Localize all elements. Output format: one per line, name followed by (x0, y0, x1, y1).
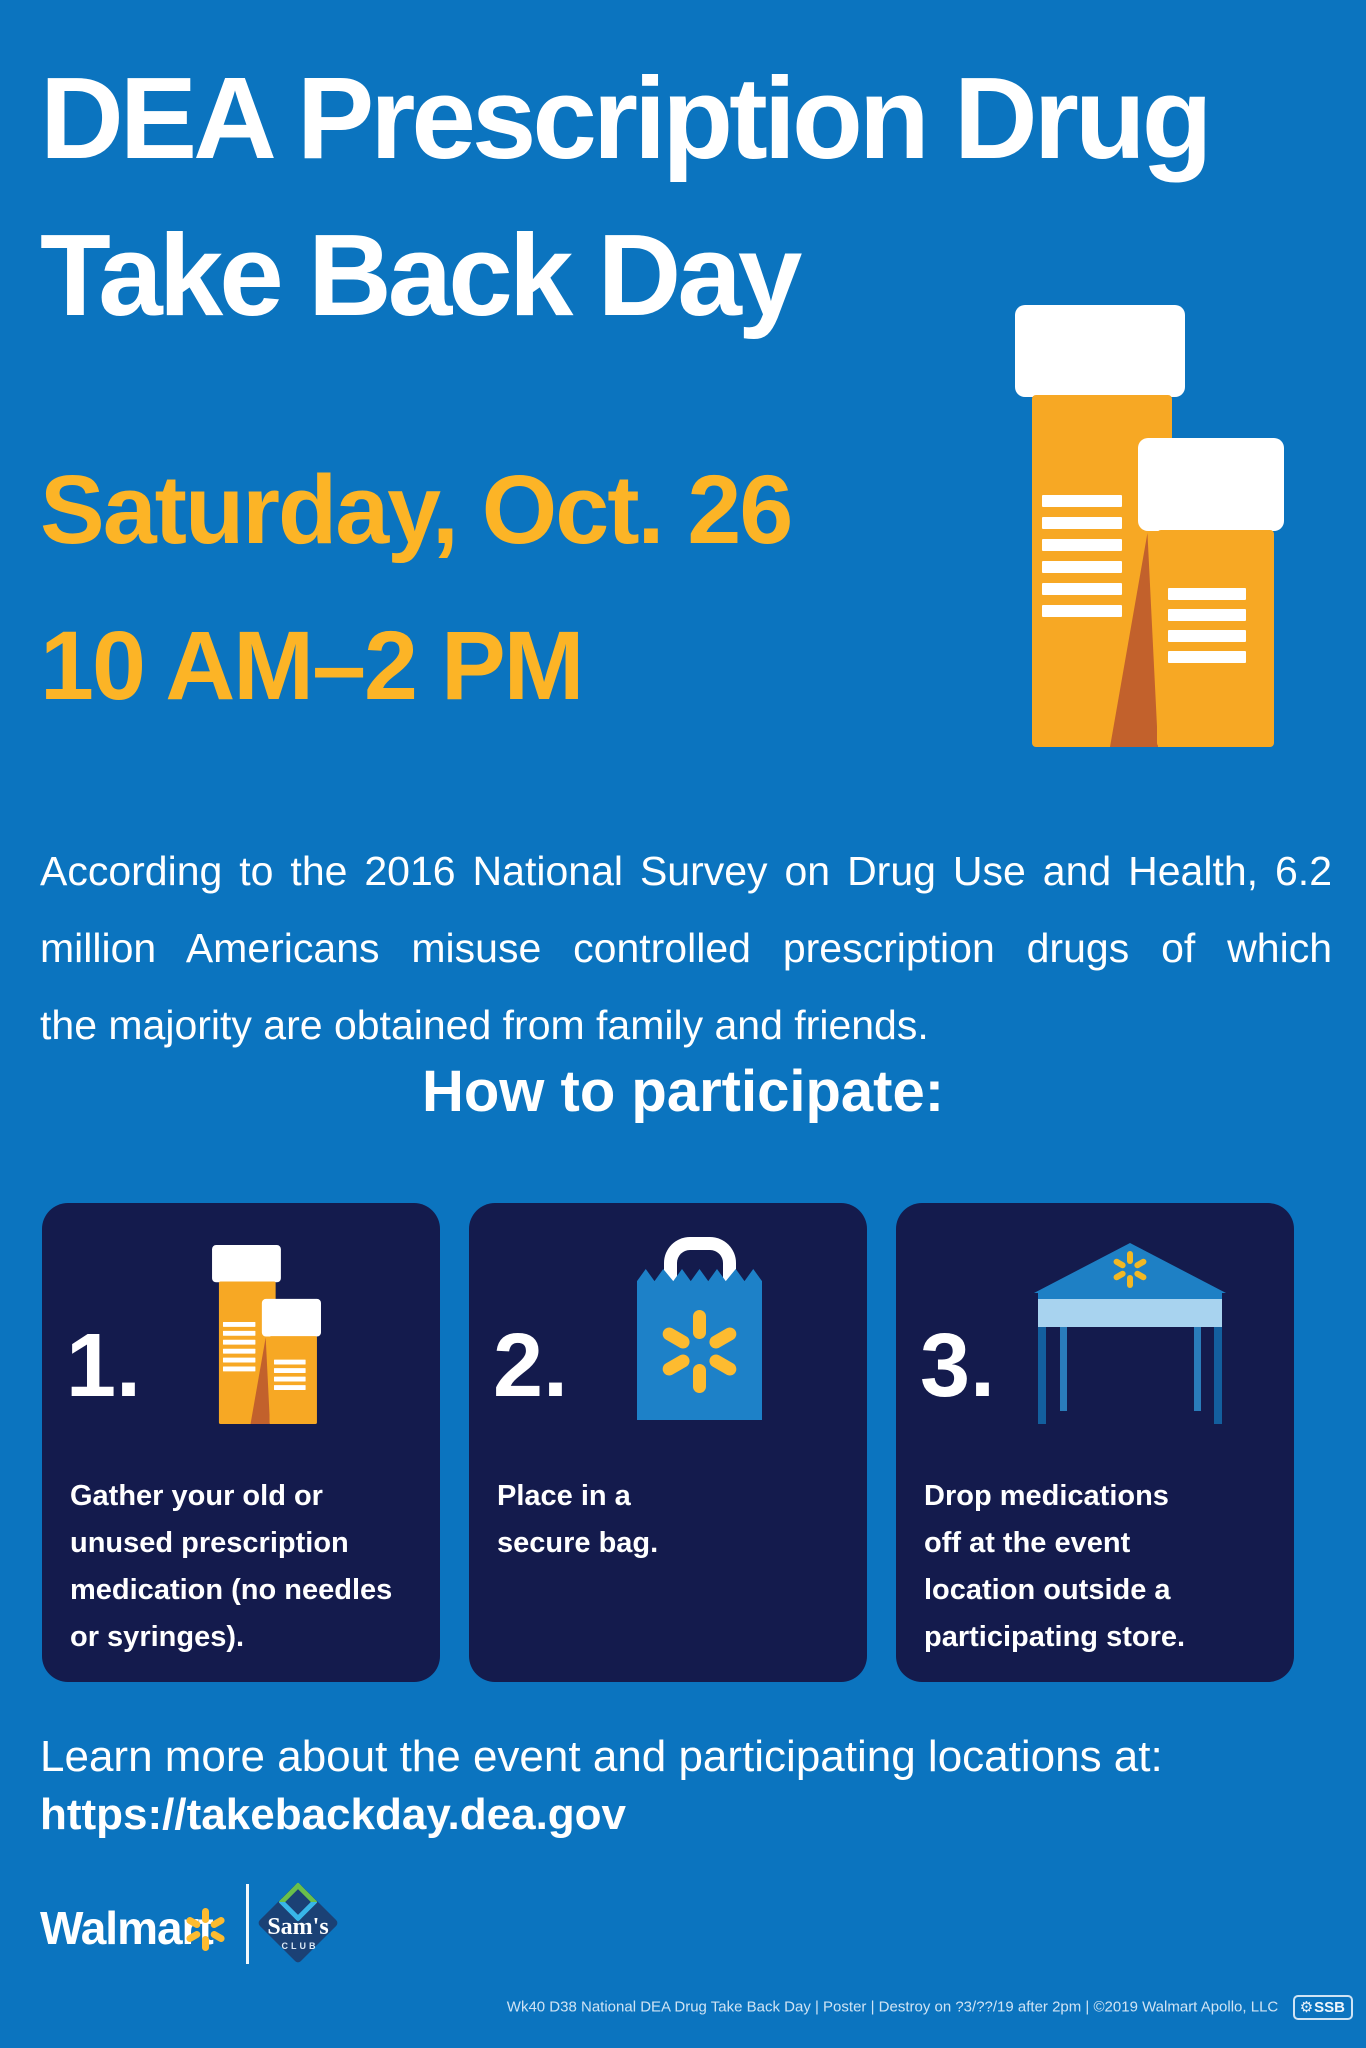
intro-paragraph: According to the 2016 National Survey on… (40, 833, 1332, 1064)
event-tent-icon (1034, 1243, 1226, 1425)
title-line-1: DEA Prescription Drug (40, 53, 1213, 183)
gear-icon: ⚙ (1299, 1999, 1314, 2016)
tent-leg (1038, 1327, 1046, 1424)
footer: Wk40 D38 National DEA Drug Take Back Day… (0, 1995, 1353, 2020)
page-title: DEA Prescription Drug Take Back Day (40, 40, 1213, 354)
tent-leg (1214, 1327, 1222, 1424)
event-time: 10 AM–2 PM (40, 611, 584, 720)
walmart-spark-icon (658, 1309, 742, 1393)
tent-leg (1060, 1327, 1067, 1411)
ssb-badge: ⚙SSB (1292, 1995, 1353, 2020)
tent-leg (1194, 1327, 1201, 1411)
footer-print-info: Wk40 D38 National DEA Drug Take Back Day… (506, 1998, 1279, 2016)
pill-bottle-short (1157, 530, 1274, 747)
step-card-1: 1. Gather your old or unused prescription… (42, 1203, 440, 1682)
brand-divider (246, 1884, 249, 1964)
sams-club-subtext: CLUB (281, 1941, 319, 1951)
event-datetime: Saturday, Oct. 26 10 AM–2 PM (40, 432, 793, 744)
tent-edge (1038, 1293, 1222, 1299)
section-heading: How to participate: (421, 1059, 945, 1124)
step-number: 2. (493, 1316, 569, 1416)
pill-bottle-cap (1138, 438, 1284, 531)
sams-club-wordmark: Sam's (267, 1914, 329, 1940)
step-description: Gather your old or unused prescription med… (70, 1480, 393, 1653)
pill-bottles-icon (208, 1243, 326, 1426)
pill-bottle-cap (1015, 305, 1185, 397)
takebackday-url: https://takebackday.dea.gov (40, 1790, 627, 1839)
pill-bottles-icon (1005, 300, 1295, 750)
pill-bottle-label (1168, 588, 1246, 672)
walmart-bag-icon (637, 1237, 762, 1427)
learn-more-label: Learn more about the event and participa… (40, 1732, 1163, 1781)
intro-line: the majority are obtained from family an… (40, 1002, 929, 1048)
walmart-logo: Walmart (40, 1902, 214, 1954)
walmart-spark-icon (182, 1906, 228, 1952)
step-number: 1. (66, 1316, 142, 1416)
title-line-2: Take Back Day (40, 210, 802, 340)
step-description: Drop medications off at the event location… (924, 1480, 1186, 1653)
step-card-3: 3. Drop medications off at the event locat… (896, 1203, 1294, 1682)
learn-more-block: Learn more about the event and participa… (40, 1728, 1163, 1844)
step-number: 3. (920, 1316, 996, 1416)
walmart-spark-icon (1110, 1249, 1150, 1289)
event-date: Saturday, Oct. 26 (40, 455, 793, 564)
tent-valance (1038, 1299, 1222, 1327)
sams-club-logo: Sam's CLUB (256, 1881, 340, 1965)
step-card-2: 2. Place in a secure bag. (469, 1203, 867, 1682)
step-description: Place in a secure bag. (497, 1480, 659, 1559)
ssb-badge-label: SSB (1314, 1999, 1345, 2016)
bag-body (637, 1269, 762, 1420)
intro-line: According to the 2016 National Survey on… (40, 848, 1332, 894)
pill-bottle-label (1042, 495, 1122, 627)
intro-line: million Americans misuse controlled pres… (40, 925, 1332, 971)
